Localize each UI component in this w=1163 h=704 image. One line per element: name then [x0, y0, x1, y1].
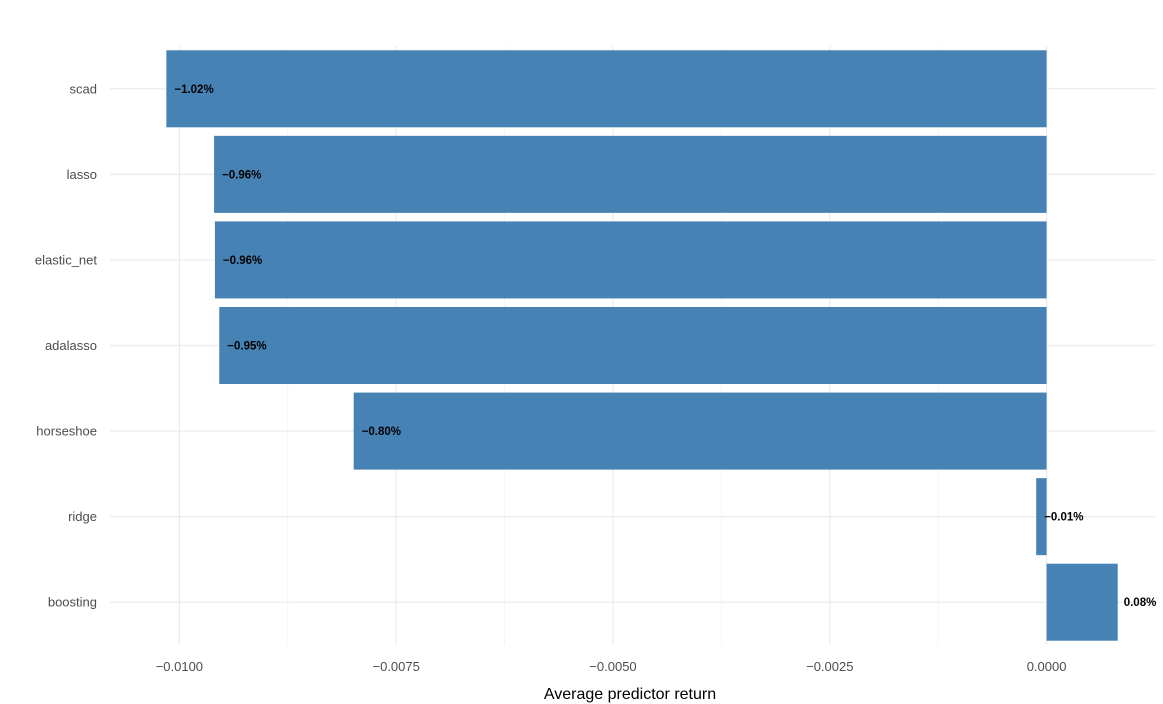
x-tick-labels: −0.0100 −0.0075 −0.0050 −0.0025 0.0000	[156, 659, 1067, 674]
x-tick-label: −0.0050	[589, 659, 636, 674]
data-labels: −1.02% −0.96% −0.96% −0.95% −0.80% −0.01% 0.08…	[174, 84, 1156, 609]
category-label-elastic_net: elastic_net	[35, 252, 98, 267]
bars	[166, 50, 1118, 641]
bar-adalasso	[219, 306, 1047, 385]
data-label-boosting: 0.08%	[1124, 597, 1157, 609]
data-label-adalasso: −0.95%	[227, 341, 266, 353]
category-label-ridge: ridge	[68, 509, 97, 524]
x-tick-label: −0.0075	[373, 659, 420, 674]
bar-horseshoe	[353, 392, 1047, 470]
data-label-elastic_net: −0.96%	[223, 255, 262, 267]
x-tick-label: −0.0100	[156, 659, 203, 674]
x-axis-title: Average predictor return	[544, 686, 716, 703]
data-label-lasso: −0.96%	[222, 169, 261, 181]
data-label-ridge: −0.01%	[1044, 512, 1083, 524]
bar-scad	[166, 50, 1047, 128]
category-label-scad: scad	[70, 81, 97, 96]
x-tick-label: 0.0000	[1027, 659, 1067, 674]
bar-ridge	[1036, 478, 1047, 556]
data-label-horseshoe: −0.80%	[362, 426, 401, 438]
category-label-adalasso: adalasso	[45, 338, 97, 353]
category-labels: scad lasso elastic_net adalasso horseshoe rid…	[35, 81, 98, 609]
x-tick-label: −0.0025	[806, 659, 853, 674]
category-label-horseshoe: horseshoe	[36, 424, 97, 439]
bar-boosting	[1046, 563, 1118, 641]
bar-lasso	[214, 135, 1047, 213]
bar-elastic_net	[214, 221, 1047, 299]
category-label-boosting: boosting	[48, 595, 97, 610]
category-label-lasso: lasso	[67, 167, 97, 182]
data-label-scad: −1.02%	[174, 84, 213, 96]
